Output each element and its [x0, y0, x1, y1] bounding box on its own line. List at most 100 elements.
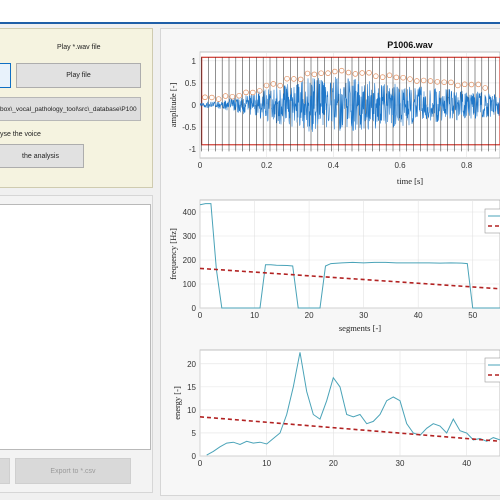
frequency-plot-area: [199, 199, 500, 309]
waveform-peak-marker: [352, 71, 359, 77]
waveform-peak-marker: [393, 74, 400, 81]
wf-x-tick-label: 0.6: [394, 161, 406, 170]
waveform-peak-marker: [256, 88, 263, 94]
waveform-peak-marker: [427, 78, 434, 84]
en-x-tick-label: 30: [396, 459, 405, 468]
en-y-tick-label: 20: [187, 360, 196, 369]
waveform-peak-marker: [407, 76, 413, 82]
waveform-peak-marker: [373, 73, 379, 79]
frequency-x-label: segments [-]: [339, 323, 381, 333]
waveform-peak-marker: [229, 93, 236, 100]
select-file-button[interactable]: [0, 63, 11, 88]
wf-y-tick-label: -1: [189, 145, 197, 154]
analyse-voice-label: yse the voice: [0, 131, 41, 138]
frequency-series: [199, 203, 500, 309]
waveform-peak-marker: [386, 72, 393, 79]
en-x-tick-label: 10: [262, 459, 271, 468]
fq-x-tick-label: 30: [359, 311, 368, 320]
waveform-title: P1006.wav: [387, 40, 433, 50]
en-x-tick-label: 40: [462, 459, 471, 468]
frequency-y-ticks: 400 300 200 100 0: [183, 208, 197, 313]
waveform-peak-marker: [263, 82, 270, 89]
waveform-peak-marker: [414, 78, 420, 84]
waveform-peak-marker: [400, 74, 406, 81]
energy-legend: [484, 357, 500, 383]
energy-y-label: energy [-]: [172, 386, 182, 420]
waveform-peak-marker: [304, 70, 311, 77]
energy-plot-area: [199, 349, 500, 457]
wf-y-tick-label: 1: [192, 57, 197, 66]
waveform-peak-marker: [202, 94, 208, 101]
energy-grid: [199, 350, 500, 457]
waveform-peak-marker: [441, 79, 447, 85]
frequency-grid: [199, 200, 500, 309]
fq-x-tick-label: 40: [414, 311, 423, 320]
fq-x-tick-label: 0: [198, 311, 203, 320]
energy-series: [206, 352, 500, 456]
waveform-peak-marker: [359, 70, 365, 76]
waveform-peak-marker: [468, 81, 475, 88]
fq-y-tick-label: 0: [192, 304, 197, 313]
wf-x-tick-label: 0: [198, 161, 203, 170]
waveform-peak-marker: [420, 77, 427, 84]
waveform-y-label: amplitude [-]: [168, 83, 178, 128]
wf-x-tick-label: 0.4: [328, 161, 340, 170]
waveform-peak-marker: [345, 69, 352, 76]
waveform-peak-marker: [250, 89, 256, 96]
waveform-peak-marker: [366, 70, 372, 76]
waveform-peak-marker: [461, 81, 468, 88]
en-x-tick-label: 0: [198, 459, 203, 468]
waveform-peak-marker: [475, 81, 482, 88]
waveform-peak-marker: [277, 82, 283, 89]
energy-trend-line: [199, 416, 500, 443]
waveform-peak-marker: [297, 76, 304, 83]
energy-legend-box: [484, 357, 500, 383]
frequency-x-ticks: 0 10 20 30 40 50: [198, 311, 478, 320]
waveform-peak-marker: [482, 85, 488, 91]
file-path-field[interactable]: box\_vocal_pathology_tool\src\_database\…: [0, 97, 141, 121]
waveform-peak-marker: [448, 79, 454, 86]
waveform-peak-marker: [338, 67, 345, 74]
results-listbox[interactable]: [0, 204, 151, 450]
en-x-tick-label: 20: [329, 459, 338, 468]
window-title-bar: [0, 0, 500, 24]
wf-y-tick-label: -0.5: [182, 123, 196, 132]
wf-y-tick-label: 0: [192, 101, 197, 110]
waveform-peak-marker: [270, 81, 277, 87]
frequency-y-label: frequency [Hz]: [168, 228, 178, 280]
play-file-button[interactable]: Play file: [16, 63, 141, 88]
waveform-chart: P1006.wav 0 0.2 0.4 0.6 0.8 1 0.5 0 -0.5 -1 time…: [168, 40, 500, 186]
wf-x-tick-label: 0.2: [261, 161, 273, 170]
waveform-peak-marker: [434, 79, 441, 85]
fq-y-tick-label: 300: [183, 232, 197, 241]
run-analysis-button[interactable]: the analysis: [0, 144, 84, 168]
waveform-peak-marker: [455, 82, 461, 89]
energy-chart: 0 10 20 30 40 20 15 10 5 0 energy [-]: [172, 349, 500, 468]
frequency-legend: [484, 208, 500, 234]
fq-x-tick-label: 10: [250, 311, 259, 320]
en-y-tick-label: 15: [187, 383, 196, 392]
secondary-action-button: [0, 458, 10, 484]
frequency-chart: 0 10 20 30 40 50 400 300 200 100 0 segments [-] f…: [168, 199, 500, 333]
en-y-tick-label: 0: [192, 452, 197, 461]
energy-y-ticks: 20 15 10 5 0: [187, 360, 196, 461]
waveform-x-label: time [s]: [397, 176, 423, 186]
waveform-peak-marker: [209, 94, 215, 101]
waveform-peak-marker: [332, 68, 338, 75]
waveform-peak-markers: [202, 67, 488, 102]
waveform-signal: [199, 76, 500, 132]
wf-y-tick-label: 0.5: [185, 79, 197, 88]
waveform-x-ticks: 0 0.2 0.4 0.6 0.8: [198, 161, 473, 170]
fq-y-tick-label: 400: [183, 208, 197, 217]
play-panel-title: Play *.wav file: [57, 44, 101, 51]
export-csv-button: Export to *.csv: [15, 458, 131, 484]
waveform-y-ticks: 1 0.5 0 -0.5 -1: [182, 57, 196, 154]
energy-x-ticks: 0 10 20 30 40: [198, 459, 472, 468]
waveform-peak-marker: [325, 70, 331, 76]
waveform-peak-marker: [243, 89, 249, 96]
fq-x-tick-label: 20: [305, 311, 314, 320]
waveform-peak-marker: [215, 96, 222, 102]
waveform-peak-marker: [379, 74, 386, 80]
frequency-legend-box: [484, 208, 500, 234]
